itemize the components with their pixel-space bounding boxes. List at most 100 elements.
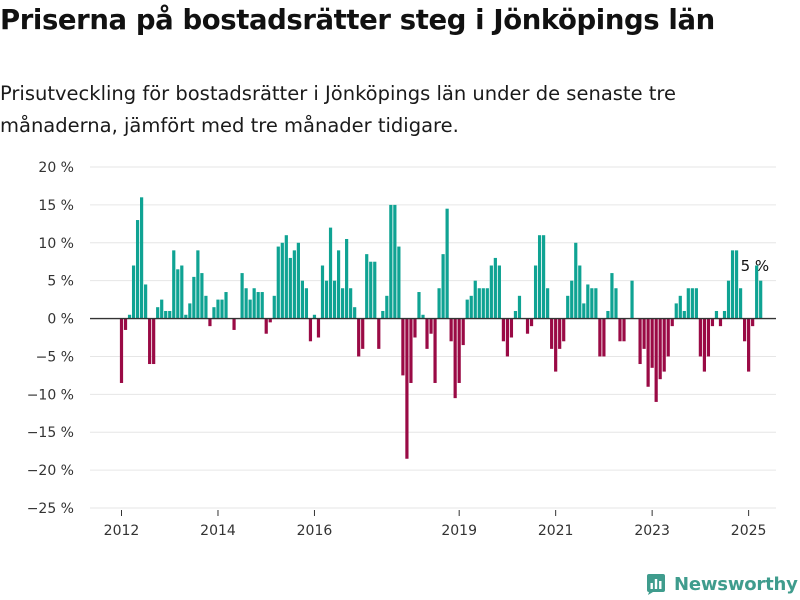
bar	[558, 318, 562, 349]
chart-subtitle: Prisutveckling för bostadsrätter i Jönkö…	[0, 82, 676, 137]
bar	[710, 318, 715, 327]
bar	[148, 318, 152, 365]
bar	[542, 235, 546, 319]
bar	[694, 288, 698, 319]
bar	[574, 242, 578, 319]
bar	[493, 257, 497, 319]
bar	[140, 197, 144, 319]
bar	[252, 288, 256, 319]
bar	[702, 318, 706, 372]
y-tick-label: 0 %	[47, 312, 74, 328]
bar	[537, 235, 542, 319]
y-tick-label: −5 %	[36, 349, 74, 365]
brand-name: Newsworthy	[674, 573, 798, 595]
bar	[353, 307, 357, 319]
bar	[341, 288, 345, 319]
bar	[722, 310, 727, 319]
bar	[706, 318, 711, 357]
bar	[260, 292, 264, 319]
annotation-label: 5 %	[741, 257, 770, 275]
bar	[160, 299, 164, 319]
bar	[296, 242, 300, 319]
bar	[284, 235, 288, 319]
bar	[180, 265, 184, 319]
bar	[658, 318, 662, 380]
bar	[759, 280, 763, 319]
bar	[513, 310, 518, 319]
bar	[594, 288, 598, 319]
bar	[449, 318, 453, 342]
bar	[481, 288, 485, 319]
bar	[638, 318, 642, 365]
bar	[578, 265, 582, 319]
bar	[654, 318, 658, 402]
y-tick-label: −10 %	[27, 387, 74, 403]
y-tick-label: −20 %	[27, 463, 74, 479]
bar	[276, 246, 280, 319]
bar	[590, 288, 594, 319]
bar	[208, 318, 212, 327]
bar	[614, 288, 618, 319]
bar	[485, 288, 489, 319]
bar	[566, 295, 570, 319]
bar	[357, 318, 361, 357]
bar	[734, 250, 739, 319]
bar	[421, 314, 425, 319]
bar	[730, 250, 735, 319]
last-value-annotation: 5 %	[741, 257, 770, 275]
y-tick-label: 15 %	[38, 198, 74, 214]
bar	[582, 303, 586, 319]
bar	[308, 318, 313, 342]
bar	[377, 318, 381, 349]
bar	[433, 318, 437, 383]
bar	[144, 284, 148, 319]
bar	[393, 204, 397, 319]
bar	[674, 303, 678, 319]
bar	[469, 295, 473, 319]
x-tick-label: 2012	[104, 523, 140, 539]
bar	[682, 310, 686, 319]
bar	[127, 314, 132, 319]
bar	[224, 292, 228, 319]
bar	[156, 307, 160, 319]
x-tick-label: 2025	[731, 523, 767, 539]
bar	[598, 318, 602, 357]
bar	[196, 250, 200, 319]
y-tick-label: 10 %	[38, 236, 74, 252]
bar	[425, 318, 429, 349]
bar	[324, 280, 329, 319]
bar	[288, 257, 292, 319]
bar	[529, 318, 534, 327]
bar	[244, 288, 248, 319]
x-tick-label: 2016	[297, 523, 333, 539]
bar	[164, 310, 168, 319]
bar	[268, 318, 272, 323]
bar	[618, 318, 622, 342]
bar	[570, 280, 574, 319]
x-tick-label: 2019	[441, 523, 477, 539]
bar	[332, 280, 337, 319]
bar	[312, 314, 317, 319]
bar	[188, 303, 192, 319]
bar	[369, 261, 373, 319]
bar	[280, 242, 284, 319]
bar	[413, 318, 417, 338]
bar	[718, 318, 723, 327]
bar	[738, 288, 743, 319]
bar	[123, 318, 128, 330]
bar	[212, 307, 216, 319]
bar	[586, 284, 590, 319]
bar	[429, 318, 433, 334]
bar	[546, 288, 550, 319]
bar	[755, 265, 759, 319]
bar	[192, 276, 196, 319]
bar	[501, 318, 505, 342]
bar	[445, 208, 449, 319]
bar	[441, 254, 445, 319]
bar	[264, 318, 268, 334]
bar	[131, 265, 136, 319]
bar	[152, 318, 156, 365]
bar	[405, 318, 409, 459]
bar	[184, 314, 188, 319]
bar	[489, 265, 493, 319]
